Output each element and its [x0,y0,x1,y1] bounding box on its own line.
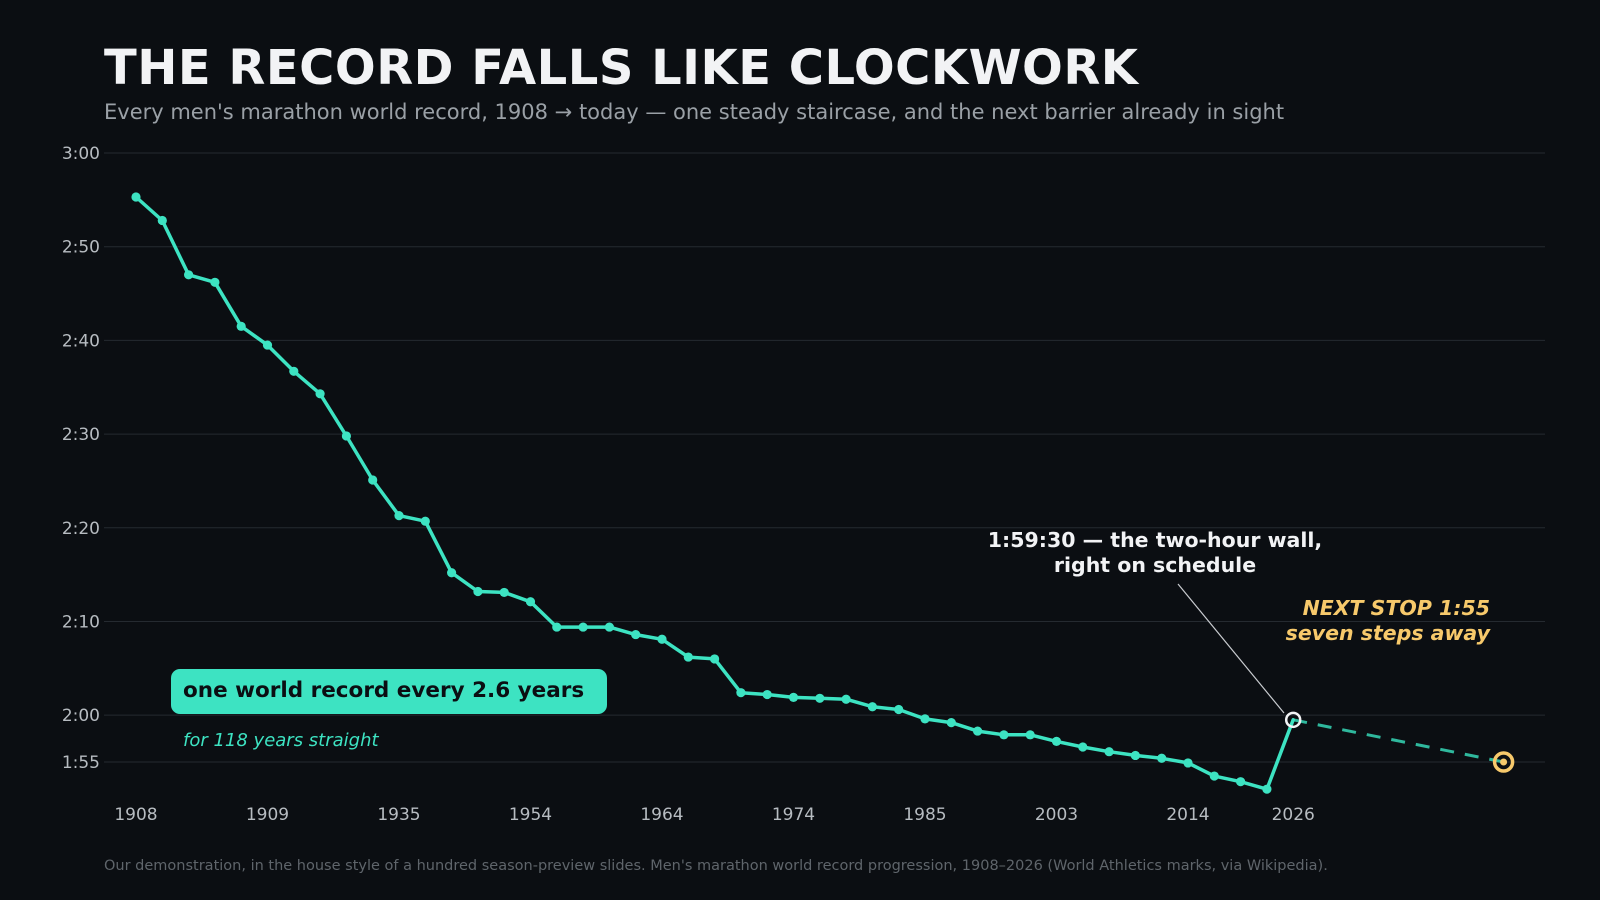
source-footnote: Our demonstration, in the house style of… [104,858,1328,874]
data-point [525,597,536,607]
data-point [894,704,904,715]
data-point [657,634,667,644]
data-point [341,431,351,441]
data-point [604,622,615,632]
data-point [920,714,930,724]
chart-subtitle: Every men's marathon world record, 1908 … [104,100,1285,124]
data-point [841,694,851,704]
x-tick-label: 1908 [114,805,157,825]
next-stop-annotation-line1: NEXT STOP 1:55 [1303,596,1490,620]
data-point [131,192,141,202]
data-point [1262,784,1272,794]
data-point [262,340,273,350]
x-tick-label: 1954 [509,805,552,825]
y-tick-label: 2:00 [62,706,100,726]
x-tick-label: 1964 [640,805,683,825]
data-point [1104,747,1114,757]
data-point [552,622,562,632]
wall-annotation-line2: right on schedule [1054,553,1256,577]
data-point [973,726,983,736]
x-tick-label: 1974 [772,805,815,825]
y-tick-label: 2:20 [62,519,100,539]
data-point [289,366,299,376]
data-point [736,688,746,698]
data-point [1236,777,1246,787]
x-axis: 1908 1909 1935 1954 1964 1974 1985 2003 2014 2026 [114,805,1314,825]
x-tick-label: 2003 [1035,805,1078,825]
data-point [762,689,772,700]
y-tick-label: 2:30 [62,425,100,445]
data-point [683,652,693,662]
grid-layer [104,152,1545,763]
x-tick-label: 1985 [903,805,946,825]
data-point [447,568,457,578]
data-point [473,586,483,597]
record-rate-subtext: for 118 years straight [183,730,380,751]
y-tick-label: 1:55 [62,753,100,773]
projection-line [1292,718,1504,764]
data-point [184,270,194,280]
data-point [157,215,167,226]
record-rate-badge-text: one world record every 2.6 years [183,678,584,703]
data-points [131,192,1272,794]
data-point [315,389,325,399]
data-point [788,692,799,702]
wall-annotation-line1: 1:59:30 — the two-hour wall, [988,528,1322,552]
data-point [867,702,878,712]
callout-leader-line [1177,583,1285,714]
data-point [210,277,220,287]
data-point [1209,771,1219,781]
y-tick-label: 2:10 [62,612,100,632]
data-point [1183,758,1193,768]
data-point [420,516,430,526]
x-tick-label: 1935 [377,805,420,825]
record-rate-badge [171,669,607,714]
y-tick-label: 2:50 [62,238,100,258]
data-point [1130,750,1140,761]
target-marker [1492,751,1515,773]
data-point [1025,730,1035,740]
y-tick-label: 3:00 [62,144,100,164]
data-point [999,730,1009,740]
data-point [1078,742,1088,752]
data-point [710,654,720,664]
y-axis: 3:00 2:50 2:40 2:30 2:20 2:10 2:00 1:55 [62,144,100,773]
data-point [394,510,404,521]
data-point [578,622,588,632]
data-point [631,629,641,640]
data-point [236,321,246,331]
y-tick-label: 2:40 [62,331,100,351]
x-tick-label: 2014 [1166,805,1209,825]
next-stop-annotation-line2: seven steps away [1286,621,1492,645]
data-point [946,718,956,728]
data-point [368,475,378,485]
data-point [815,693,825,703]
data-point [1157,753,1167,763]
latest-record-marker [1284,711,1302,729]
chart-title: THE RECORD FALLS LIKE CLOCKWORK [104,40,1139,96]
data-point [1051,736,1062,746]
x-tick-label: 1909 [246,805,289,825]
x-tick-label: 2026 [1272,805,1315,825]
data-point [499,587,509,598]
